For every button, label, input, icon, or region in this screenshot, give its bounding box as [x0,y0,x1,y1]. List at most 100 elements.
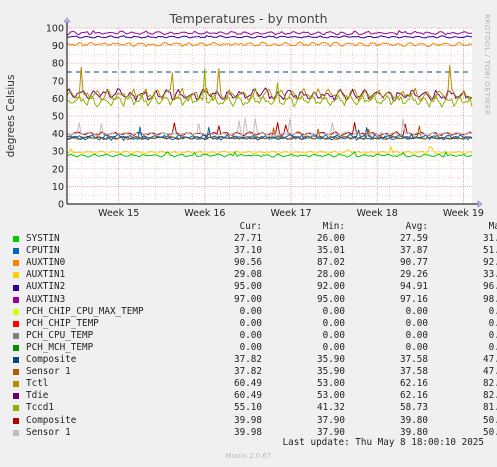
legend-series-name: Composite [26,354,77,366]
col-avg: Avg: [405,221,428,232]
x-tick-label: Week 15 [98,208,139,219]
series-line [66,117,473,137]
legend-row: PCH_CHIP_CPU_MAX_TEMP 0.00 0.00 0.00 0.00 [13,305,497,318]
legend-row: Tccd1 55.10 41.32 58.73 81.06 [13,402,497,414]
legend-swatch [13,405,19,412]
legend-min: 87.02 [317,257,345,269]
legend-swatch [13,429,19,436]
legend-avg: 0.00 [405,317,428,329]
legend-row: SYSTIN 27.71 26.00 27.59 31.00 [13,233,497,245]
series-line [67,35,472,39]
legend-cur: 0.00 [239,341,262,353]
x-ticks: Week 15 Week 16 Week 17 Week 18 Week 19 [98,208,484,219]
legend-min: 0.00 [322,341,345,353]
legend-swatch [13,284,19,291]
legend-series-name: AUXTIN0 [26,257,66,269]
legend-row: Composite 37.82 35.90 37.58 47.68 [13,354,497,366]
legend-swatch [13,417,19,424]
legend-row: Tctl 60.49 53.00 62.16 82.17 [13,378,497,390]
legend-row: PCH_MCH_TEMP 0.00 0.00 0.00 0.00 [13,341,497,354]
legend-max: 47.68 [483,366,497,378]
munin-version: Munin 2.0.67 [225,452,272,460]
legend-table: Cur: Min: Avg: Max: SYSTIN 27.71 26.00 27.5… [13,221,497,439]
legend-min: 28.00 [317,269,345,281]
legend-row: AUXTIN1 29.08 28.00 29.26 33.00 [13,269,497,281]
legend-cur: 37.82 [234,366,262,378]
legend-row: PCH_CHIP_TEMP 0.00 0.00 0.00 0.00 [13,317,497,330]
legend-header: Cur: Min: Avg: Max: [13,221,497,233]
y-tick-label: 90 [52,41,64,52]
legend-max: 0.00 [488,341,497,353]
x-tick-label: Week 18 [357,208,398,219]
legend-series-name: AUXTIN3 [26,293,66,305]
y-axis-arrow [63,17,71,23]
y-tick-label: 30 [52,147,64,158]
legend-row: Composite 39.98 37.90 39.80 50.57 [13,414,497,427]
legend-avg: 0.00 [405,305,428,317]
legend-swatch [13,260,19,267]
legend-cur: 37.82 [234,354,262,366]
legend-max: 51.38 [483,245,497,257]
legend-series-name: PCH_CHIP_TEMP [26,317,99,329]
legend-max: 96.00 [483,281,497,293]
legend-swatch [13,344,19,351]
legend-series-name: AUXTIN1 [26,269,66,281]
legend-row: AUXTIN0 90.56 87.02 90.77 92.94 [13,257,497,269]
legend-series-name: Tdie [26,390,49,402]
rrdtool-credit: RRDTOOL / TOBI OETIKER [483,14,491,115]
grid [67,27,472,205]
y-tick-label: 40 [52,129,64,140]
legend-min: 0.00 [322,305,345,317]
legend-cur: 39.98 [234,426,262,438]
legend-cur: 95.00 [234,281,262,293]
legend-cur: 97.00 [234,293,262,305]
legend-min: 35.90 [317,366,345,378]
legend-series-name: AUXTIN2 [26,281,66,293]
legend-cur: 27.71 [234,233,262,245]
legend-max: 82.17 [483,390,497,402]
legend-cur: 39.98 [234,414,262,426]
y-tick-label: 60 [52,94,64,105]
series-line [66,126,473,141]
legend-avg: 37.58 [400,366,428,378]
legend-swatch [13,381,19,388]
y-tick-label: 100 [46,24,64,35]
legend-max: 47.68 [483,354,497,366]
legend-avg: 39.80 [400,414,428,426]
legend-cur: 0.00 [239,305,262,317]
y-tick-label: 10 [52,182,64,193]
col-min: Min: [322,221,345,232]
legend-cur: 60.49 [234,390,262,402]
legend-avg: 0.00 [405,329,428,341]
legend-swatch [13,272,19,279]
legend-max: 33.00 [483,269,497,281]
legend-min: 26.00 [317,233,345,245]
legend-row: Tdie 60.49 53.00 62.16 82.17 [13,390,497,402]
series-line [66,41,473,48]
chart-title: Temperatures - by month [168,11,327,26]
legend-swatch [13,369,19,376]
col-cur: Cur: [239,221,262,232]
x-axis-arrow [477,200,483,208]
legend-avg: 29.26 [400,269,428,281]
series-line [66,68,473,108]
axes [63,17,483,208]
legend-series-name: Composite [26,414,77,426]
legend-cur: 60.49 [234,378,262,390]
legend-row: AUXTIN2 95.00 92.00 94.91 96.00 [13,281,497,293]
legend-avg: 62.16 [400,378,428,390]
legend-swatch [13,393,19,400]
legend-min: 53.00 [317,390,345,402]
legend-max: 50.57 [483,426,497,438]
legend-swatch [13,296,19,303]
legend-max: 81.06 [483,402,497,414]
legend-swatch [13,320,19,327]
legend-max: 0.00 [488,317,497,329]
legend-avg: 39.80 [400,426,428,438]
col-max: Max: [488,221,497,232]
legend-cur: 37.10 [234,245,262,257]
legend-max: 50.57 [483,414,497,426]
legend-avg: 0.00 [405,341,428,353]
legend-row: Sensor 1 37.82 35.90 37.58 47.68 [13,366,497,378]
legend-min: 0.00 [322,329,345,341]
